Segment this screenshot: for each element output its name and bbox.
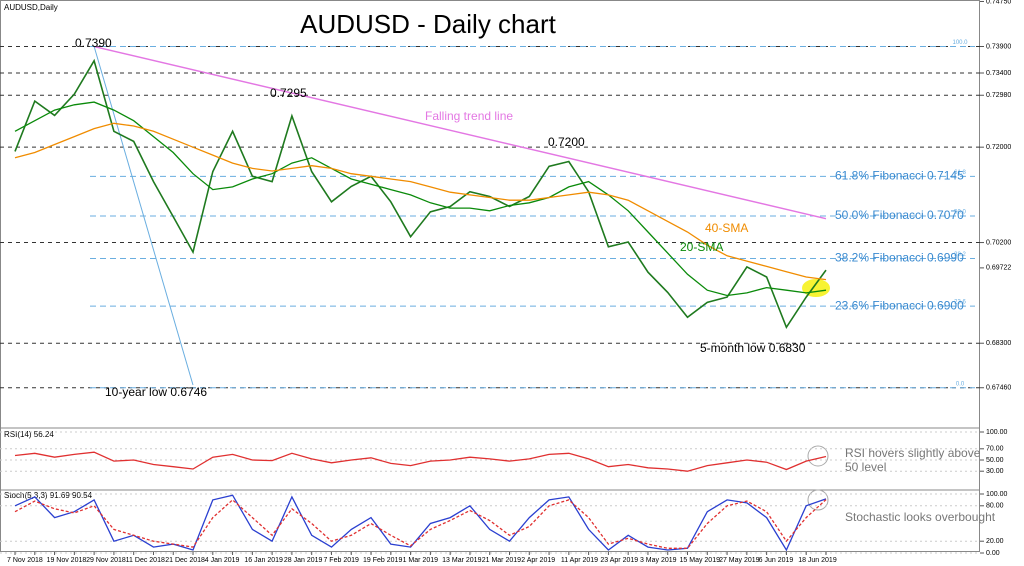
fib-tag: 61.8 bbox=[954, 170, 966, 176]
fib-label: 23.6% Fibonacci 0.6900 bbox=[835, 298, 964, 312]
x-tick-label: 15 May 2019 bbox=[680, 557, 721, 564]
fib-label: 50.0% Fibonacci 0.7070 bbox=[835, 208, 964, 222]
annotation: 40-SMA bbox=[705, 221, 748, 235]
x-tick-label: 11 Apr 2019 bbox=[561, 557, 598, 564]
x-tick-label: 13 Mar 2019 bbox=[442, 557, 481, 564]
fib-tag: 0.0 bbox=[956, 381, 965, 387]
series-line bbox=[14, 494, 827, 552]
series-line bbox=[14, 101, 827, 297]
annotation: Stochastic looks overbought bbox=[845, 510, 996, 524]
x-tick-label: 28 Jan 2019 bbox=[284, 557, 323, 564]
x-tick-label: 4 Jan 2019 bbox=[205, 557, 240, 564]
y-tick-label: 0.72000 bbox=[986, 144, 1011, 151]
symbol-label: AUDUSD,Daily bbox=[4, 3, 58, 12]
y-tick-label: 0.67460 bbox=[986, 385, 1011, 392]
y-tick-label: 80.00 bbox=[986, 503, 1004, 510]
x-tick-label: 21 Mar 2019 bbox=[482, 557, 521, 564]
fib-tag: 23.6 bbox=[954, 300, 966, 306]
x-tick-label: 3 May 2019 bbox=[640, 557, 677, 564]
trend-label: Falling trend line bbox=[425, 109, 513, 123]
annotation: RSI hovers slightly above bbox=[845, 446, 981, 460]
x-tick-label: 19 Nov 2018 bbox=[47, 557, 87, 564]
x-tick-label: 2 Apr 2019 bbox=[521, 557, 555, 564]
y-tick-label: 0.73900 bbox=[986, 43, 1011, 50]
y-tick-label: 0.73400 bbox=[986, 70, 1011, 77]
y-tick-label: 0.00 bbox=[986, 550, 1000, 557]
x-tick-label: 29 Nov 2018 bbox=[86, 557, 126, 564]
fib-tag: 38.2 bbox=[954, 252, 966, 258]
frame bbox=[0, 0, 980, 552]
y-tick-label: 0.74750 bbox=[986, 0, 1011, 5]
highlight bbox=[807, 489, 829, 511]
x-tick-label: 18 Jun 2019 bbox=[798, 557, 837, 564]
x-tick-label: 1 Mar 2019 bbox=[403, 557, 439, 564]
fall-line bbox=[93, 46, 194, 386]
chart-title: AUDUSD - Daily chart bbox=[300, 9, 556, 39]
x-tick-label: 6 Jun 2019 bbox=[759, 557, 794, 564]
fib-tag: 50.0 bbox=[954, 210, 966, 216]
y-tick-label: 0.69722 bbox=[986, 265, 1011, 272]
annotation: 5-month low 0.6830 bbox=[700, 341, 806, 355]
series-line bbox=[14, 122, 827, 281]
trend-line bbox=[93, 45, 827, 220]
y-tick-label: 0.72980 bbox=[986, 92, 1011, 99]
annotation: 0.7200 bbox=[548, 135, 585, 149]
series-line bbox=[14, 58, 827, 330]
x-tick-label: 19 Feb 2019 bbox=[363, 557, 402, 564]
x-tick-label: 16 Jan 2019 bbox=[244, 557, 283, 564]
x-tick-label: 7 Feb 2019 bbox=[323, 557, 359, 564]
series-line bbox=[14, 451, 827, 472]
annotation: 0.7295 bbox=[270, 86, 307, 100]
x-tick-label: 7 Nov 2018 bbox=[7, 557, 43, 564]
x-tick-label: 27 May 2019 bbox=[719, 557, 760, 564]
x-tick-label: 21 Dec 2018 bbox=[165, 557, 205, 564]
stoch-title: Stoch(5,3,3) 91.69 90.54 bbox=[4, 491, 93, 500]
y-tick-label: 100.00 bbox=[986, 491, 1008, 498]
annotation: 10-year low 0.6746 bbox=[105, 385, 207, 399]
x-tick-label: 11 Dec 2018 bbox=[126, 557, 165, 564]
y-tick-label: 20.00 bbox=[986, 538, 1004, 545]
y-tick-label: 50.00 bbox=[986, 457, 1004, 464]
highlight bbox=[802, 279, 830, 297]
rsi-title: RSI(14) 56.24 bbox=[4, 430, 54, 439]
annotation: 50 level bbox=[845, 460, 886, 474]
y-tick-label: 100.00 bbox=[986, 429, 1008, 436]
y-tick-label: 70.00 bbox=[986, 446, 1004, 453]
y-tick-label: 30.00 bbox=[986, 468, 1004, 475]
fib-tag: 100.0 bbox=[952, 40, 968, 46]
y-tick-label: 0.70200 bbox=[986, 239, 1011, 246]
fib-label: 61.8% Fibonacci 0.7145 bbox=[835, 168, 964, 182]
annotation: 20-SMA bbox=[680, 240, 723, 254]
annotation: 0.7390 bbox=[75, 36, 112, 50]
fib-label: 38.2% Fibonacci 0.6990 bbox=[835, 251, 964, 265]
highlight bbox=[807, 445, 829, 467]
y-tick-label: 0.68300 bbox=[986, 340, 1011, 347]
x-tick-label: 23 Apr 2019 bbox=[600, 557, 638, 564]
